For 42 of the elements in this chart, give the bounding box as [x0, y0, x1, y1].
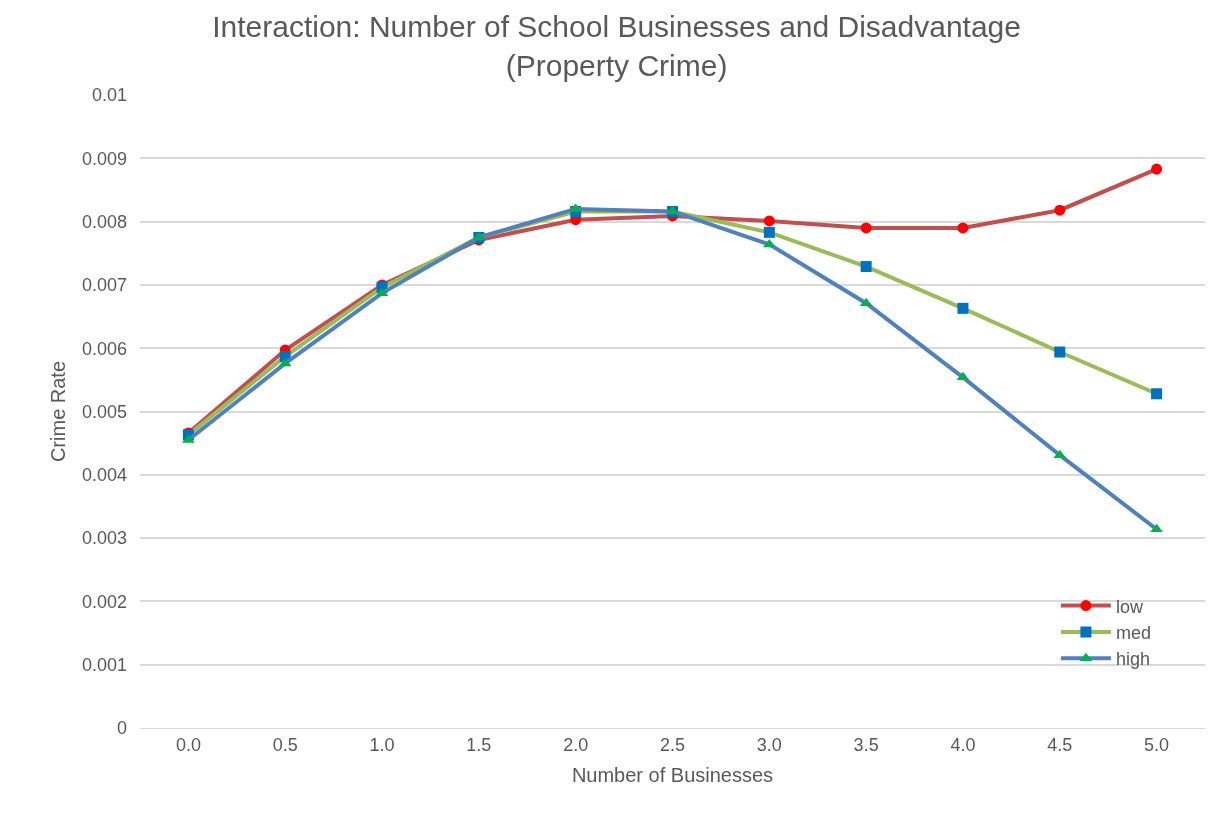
point — [1054, 204, 1066, 216]
point — [1151, 163, 1163, 175]
y-tick-label: 0.008 — [81, 211, 127, 232]
point — [278, 357, 292, 367]
point — [860, 261, 872, 273]
y-tick-label: 0.005 — [81, 401, 127, 422]
x-tick-label: 0.0 — [175, 734, 201, 755]
x-tick-label: 3.5 — [853, 734, 879, 755]
legend-label: high — [1115, 649, 1150, 670]
y-tick-label: 0.003 — [81, 528, 127, 549]
legend-label: low — [1115, 596, 1144, 617]
x-tick-label: 2.0 — [563, 734, 589, 755]
x-tick-label: 0.5 — [272, 734, 298, 755]
point — [1151, 388, 1163, 400]
x-tick-label: 1.5 — [466, 734, 492, 755]
point — [860, 222, 872, 234]
point — [763, 215, 775, 227]
y-axis-title: Crime Rate — [47, 360, 70, 463]
x-tick-label: 3.0 — [756, 734, 782, 755]
x-tick-label: 2.5 — [659, 734, 686, 755]
legend-label: med — [1115, 622, 1151, 643]
y-tick-label: 0.007 — [81, 275, 127, 296]
x-axis-title: Number of Businesses — [571, 764, 774, 787]
x-tick-label: 4.0 — [950, 734, 976, 755]
point — [762, 238, 776, 248]
chart-title: Interaction: Number of School Businesses and Disadvantage (Property Crime) — [212, 9, 1022, 82]
point — [763, 226, 775, 238]
y-tick-label: 0.01 — [91, 85, 127, 106]
y-tick-label: 0.002 — [81, 591, 127, 612]
x-tick-label: 1.0 — [369, 734, 395, 755]
point — [957, 222, 969, 234]
point — [1054, 346, 1066, 358]
y-tick-label: 0 — [116, 718, 127, 739]
y-tick-label: 0.004 — [81, 465, 127, 486]
x-tick-label: 4.5 — [1047, 734, 1073, 755]
y-tick-label: 0.001 — [81, 655, 127, 675]
point — [956, 371, 970, 381]
y-tick-label: 0.009 — [81, 148, 127, 169]
point — [957, 302, 969, 314]
point — [859, 297, 873, 307]
y-tick-label: 0.006 — [81, 338, 127, 359]
x-tick-label: 5.0 — [1144, 734, 1170, 755]
